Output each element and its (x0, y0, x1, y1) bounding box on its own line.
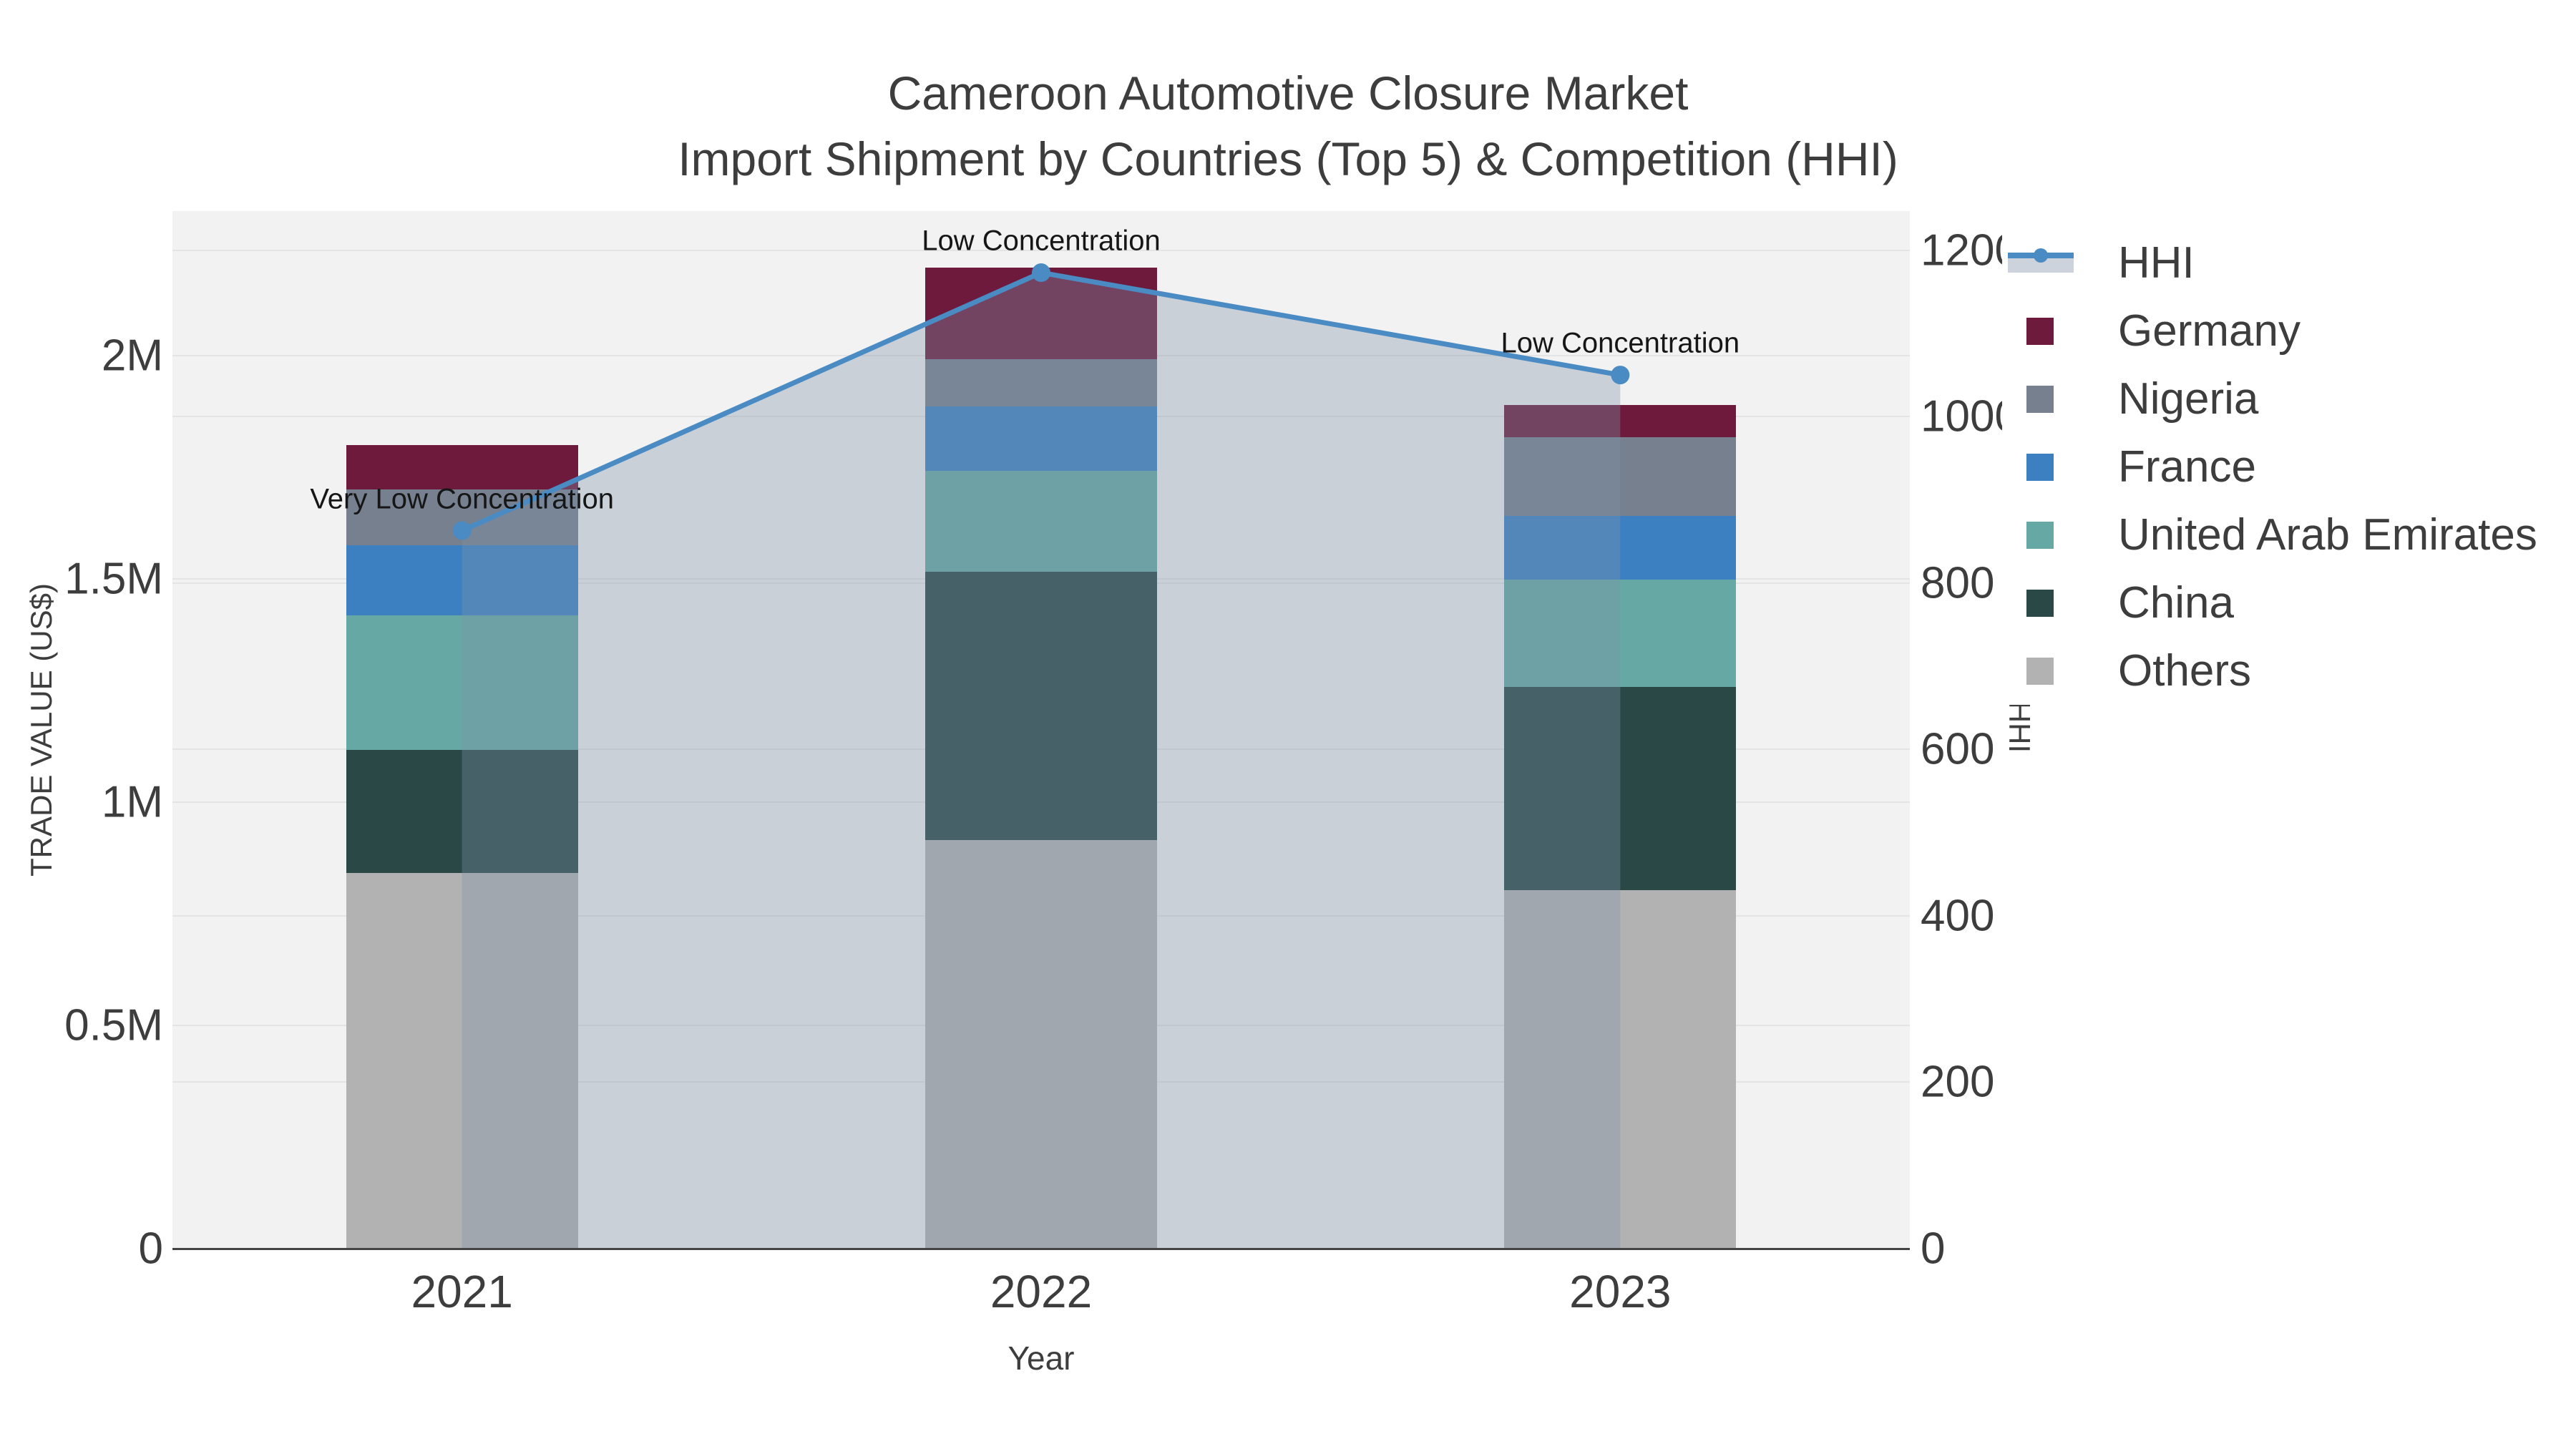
y2-tick-label: 200 (1921, 1057, 1995, 1107)
x-tick-label-2022: 2022 (990, 1266, 1093, 1317)
bar-segment-nigeria-2023[interactable] (1504, 436, 1737, 516)
bar-segment-china-2023[interactable] (1504, 687, 1737, 890)
y2-tick-label: 400 (1921, 891, 1995, 941)
legend-swatch-icon (2026, 657, 2054, 685)
y-tick-label: 0.5M (64, 1000, 163, 1050)
x-axis-line (172, 1248, 1910, 1250)
bar-segment-united-arab-emirates-2022[interactable] (925, 471, 1157, 572)
annotation-2023: Low Concentration (1501, 327, 1740, 359)
y-tick-label: 1M (101, 777, 163, 827)
bar-segment-france-2023[interactable] (1504, 515, 1737, 580)
bar-segment-others-2021[interactable] (346, 873, 578, 1249)
y2-tick-label: 0 (1921, 1224, 1946, 1274)
legend-swatch-icon (2026, 589, 2054, 617)
gridline (172, 249, 1910, 251)
legend-item-china[interactable]: China (2002, 569, 2537, 637)
bar-segment-china-2021[interactable] (346, 750, 578, 874)
hhi-marker-2022[interactable] (1032, 263, 1050, 283)
y-axis-title: TRADE VALUE (US$) (24, 583, 58, 877)
bar-segment-germany-2023[interactable] (1504, 404, 1737, 437)
legend-swatch-icon (2026, 317, 2054, 345)
legend-label: France (2118, 442, 2256, 492)
legend-item-hhi[interactable]: HHI (2002, 229, 2537, 297)
y-tick-label: 1.5M (64, 554, 163, 604)
bar-segment-france-2022[interactable] (925, 406, 1157, 472)
legend-swatch-icon (2026, 521, 2054, 549)
bar-segment-nigeria-2022[interactable] (925, 358, 1157, 407)
chart-title-line2: Import Shipment by Countries (Top 5) & C… (678, 132, 1898, 185)
legend-item-united-arab-emirates[interactable]: United Arab Emirates (2002, 501, 2537, 569)
bar-segment-france-2021[interactable] (346, 545, 578, 616)
legend: HHI Germany Nigeria France United Arab Emira… (2002, 229, 2559, 705)
chart-title-line1: Cameroon Automotive Closure Market (887, 67, 1689, 119)
annotation-2022: Low Concentration (922, 225, 1161, 257)
x-axis-title: Year (1008, 1340, 1075, 1377)
x-tick-label-2023: 2023 (1569, 1266, 1672, 1317)
annotation-2021: Very Low Concentration (310, 483, 614, 514)
legend-label: HHI (2118, 238, 2195, 288)
legend-label: Germany (2118, 306, 2301, 356)
x-tick-label-2021: 2021 (411, 1266, 513, 1317)
legend-item-others[interactable]: Others (2002, 637, 2537, 705)
bar-segment-others-2023[interactable] (1504, 889, 1737, 1249)
bar-segment-others-2022[interactable] (925, 840, 1157, 1249)
bar-segment-united-arab-emirates-2021[interactable] (346, 615, 578, 751)
bar-segment-united-arab-emirates-2023[interactable] (1504, 580, 1737, 688)
legend-label: Nigeria (2118, 374, 2259, 424)
y2-axis-title: HHI (2003, 701, 2036, 753)
legend-item-germany[interactable]: Germany (2002, 297, 2537, 365)
hhi-marker-2021[interactable] (452, 521, 472, 540)
legend-label: Others (2118, 646, 2252, 696)
legend-item-france[interactable]: France (2002, 433, 2537, 501)
legend-swatch-icon (2026, 453, 2054, 481)
y2-tick-label: 800 (1921, 558, 1995, 608)
y-tick-label: 2M (101, 331, 163, 381)
y2-tick-label: 600 (1921, 724, 1995, 774)
legend-label: China (2118, 578, 2234, 628)
legend-label: United Arab Emirates (2118, 510, 2537, 560)
legend-item-nigeria[interactable]: Nigeria (2002, 365, 2537, 433)
y-tick-label: 0 (138, 1224, 163, 1274)
legend-swatch-icon (2026, 385, 2054, 413)
hhi-line-icon (2008, 248, 2074, 273)
hhi-marker-2023[interactable] (1611, 366, 1630, 385)
bar-segment-china-2022[interactable] (925, 572, 1157, 841)
